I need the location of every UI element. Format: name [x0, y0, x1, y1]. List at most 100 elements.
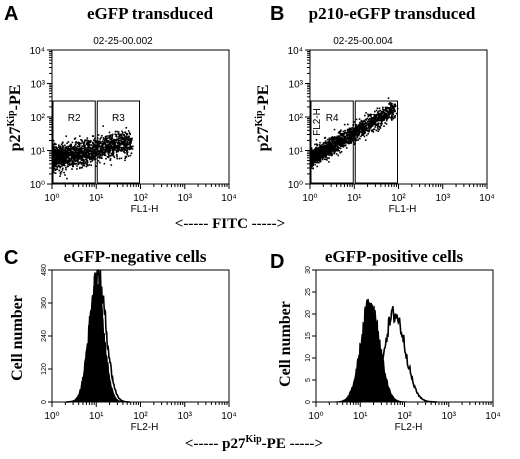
event-dot-a — [72, 151, 75, 153]
event-dot-a — [84, 155, 86, 158]
event-dot-a — [78, 153, 80, 156]
event-dot-a — [105, 157, 107, 160]
event-dot-b — [372, 117, 375, 119]
event-dot-b — [312, 167, 314, 170]
event-dot-a — [79, 154, 81, 157]
event-dot-b — [336, 140, 339, 143]
event-dot-a — [118, 135, 121, 138]
event-dot-a — [106, 155, 109, 158]
event-dot-a — [78, 142, 80, 144]
event-dot-b — [396, 107, 399, 110]
event-dot-b — [372, 120, 374, 123]
event-dot-a — [99, 155, 102, 157]
event-dot-a — [126, 133, 128, 135]
event-dot-b — [359, 122, 361, 125]
event-dot-a — [108, 135, 111, 137]
event-dot-a — [52, 165, 54, 168]
event-dot-b — [340, 132, 343, 135]
event-dot-b — [353, 131, 355, 134]
title-a: eGFP transduced — [87, 4, 214, 23]
event-dot-a — [55, 160, 57, 162]
event-dot-b — [372, 131, 375, 133]
event-dot-a — [82, 162, 84, 165]
event-dot-b — [349, 137, 351, 140]
event-dot-b — [350, 133, 353, 136]
event-dot-a — [69, 159, 72, 161]
event-dot-a — [124, 136, 126, 138]
event-dot-a — [80, 155, 83, 157]
event-dot-a — [109, 138, 111, 140]
event-dot-a — [60, 160, 62, 163]
event-dot-a — [99, 138, 101, 140]
event-dot-b — [374, 110, 376, 113]
event-dot-a — [56, 162, 59, 164]
event-dot-b — [391, 119, 393, 121]
event-dot-a — [109, 144, 111, 146]
event-dot-b — [320, 148, 322, 151]
event-dot-a — [70, 145, 73, 147]
event-dot-a — [124, 159, 126, 162]
event-dot-a — [101, 146, 104, 149]
x-tick-label-d: 10¹ — [353, 411, 368, 422]
event-dot-b — [385, 115, 388, 118]
y-tick-label-c: 240 — [41, 330, 48, 342]
event-dot-b — [362, 124, 364, 126]
event-dot-b — [330, 152, 333, 155]
event-dot-a — [104, 136, 107, 138]
event-dot-a — [102, 137, 105, 139]
event-dot-a — [120, 157, 123, 160]
event-dot-b — [373, 116, 375, 118]
event-dot-a — [131, 137, 133, 140]
event-dot-b — [361, 128, 364, 130]
event-dot-a — [75, 152, 77, 155]
event-dot-a — [113, 145, 115, 147]
event-dot-a — [95, 151, 98, 153]
event-dot-b — [373, 122, 375, 124]
event-dot-a — [128, 138, 130, 141]
event-dot-a — [120, 143, 123, 145]
event-dot-a — [96, 162, 98, 164]
event-dot-b — [345, 141, 347, 144]
event-dot-a — [71, 152, 73, 155]
event-dot-a — [77, 151, 80, 154]
event-dot-b — [364, 130, 366, 133]
event-dot-a — [89, 148, 92, 150]
event-dot-b — [392, 109, 394, 111]
event-dot-b — [316, 144, 318, 147]
event-dot-b — [370, 119, 373, 122]
event-dot-a — [103, 162, 106, 165]
y-tick-label-d: 5 — [305, 378, 312, 382]
event-dot-b — [364, 127, 366, 130]
histogram-filled-d — [333, 298, 408, 403]
event-dot-a — [53, 146, 55, 149]
event-dot-b — [392, 111, 395, 113]
y-tick-label-d: 30 — [305, 266, 312, 274]
event-dot-a — [64, 162, 67, 164]
event-dot-a — [74, 150, 77, 153]
x-tick-label-c: 10¹ — [89, 411, 104, 422]
event-dot-a — [54, 153, 56, 156]
event-dot-a — [55, 165, 57, 167]
event-dot-a — [89, 141, 92, 144]
event-dot-a — [68, 163, 70, 165]
event-dot-a — [109, 137, 112, 139]
event-dot-a — [84, 147, 87, 149]
event-dot-a — [92, 135, 95, 137]
event-dot-a — [126, 151, 129, 153]
event-dot-b — [376, 107, 379, 110]
event-dot-a — [69, 151, 72, 153]
event-dot-a — [125, 137, 128, 139]
event-dot-b — [356, 132, 359, 134]
event-dot-a — [117, 149, 119, 151]
event-dot-b — [323, 153, 325, 155]
event-dot-b — [336, 138, 339, 140]
inner-y-label-b: FL2-H — [312, 108, 323, 136]
event-dot-a — [63, 149, 65, 152]
event-dot-a — [52, 149, 54, 151]
event-dot-a — [70, 146, 72, 149]
event-dot-a — [80, 139, 82, 141]
event-dot-b — [385, 109, 388, 111]
event-dot-b — [350, 136, 353, 139]
event-dot-b — [386, 117, 389, 120]
event-dot-a — [58, 157, 60, 159]
